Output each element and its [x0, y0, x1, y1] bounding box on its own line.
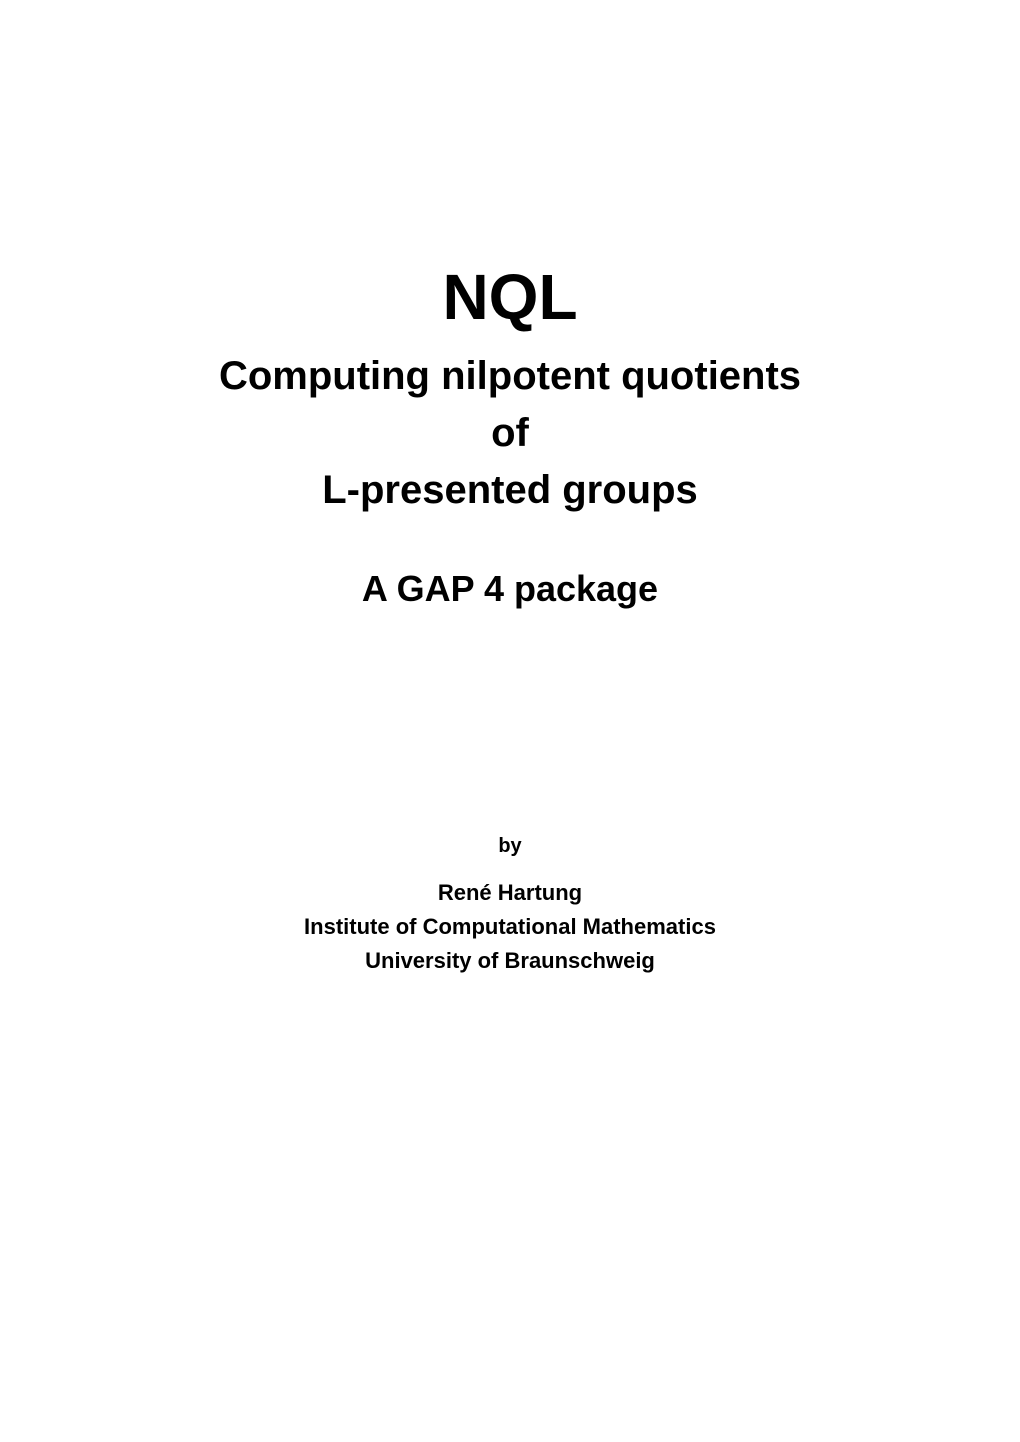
by-label: by — [0, 835, 1020, 858]
subtitle-line2: of — [0, 411, 1020, 456]
title-block: NQL Computing nilpotent quotients of L-p… — [0, 260, 1020, 610]
affiliation-institute: Institute of Computational Mathematics — [0, 914, 1020, 940]
author-name: René Hartung — [0, 880, 1020, 906]
subtitle-line3: L-presented groups — [0, 468, 1020, 513]
main-title: NQL — [0, 260, 1020, 334]
package-subtitle: A GAP 4 package — [0, 568, 1020, 610]
subtitle-line1: Computing nilpotent quotients — [0, 354, 1020, 399]
affiliation-university: University of Braunschweig — [0, 948, 1020, 974]
title-page: NQL Computing nilpotent quotients of L-p… — [0, 0, 1020, 1442]
author-block: by René Hartung Institute of Computation… — [0, 835, 1020, 974]
